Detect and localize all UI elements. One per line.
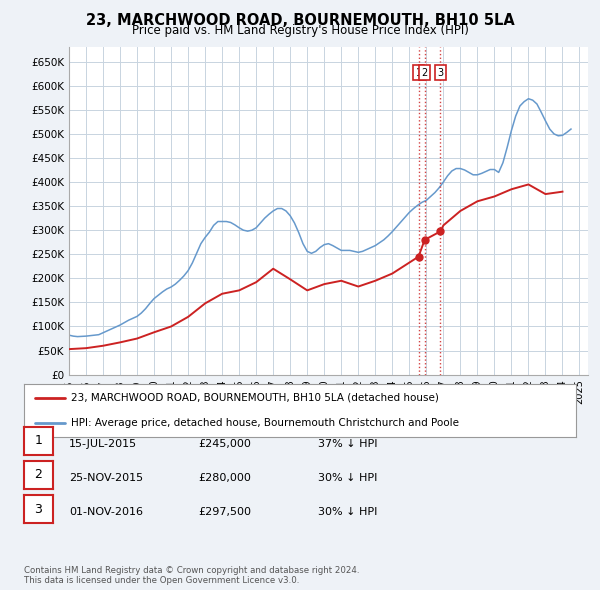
Text: £245,000: £245,000 [198, 439, 251, 448]
Text: 37% ↓ HPI: 37% ↓ HPI [318, 439, 377, 448]
Text: HPI: Average price, detached house, Bournemouth Christchurch and Poole: HPI: Average price, detached house, Bour… [71, 418, 459, 428]
Text: 3: 3 [34, 503, 43, 516]
Text: 30% ↓ HPI: 30% ↓ HPI [318, 473, 377, 483]
Text: 2: 2 [34, 468, 43, 481]
Text: Price paid vs. HM Land Registry's House Price Index (HPI): Price paid vs. HM Land Registry's House … [131, 24, 469, 37]
Text: £297,500: £297,500 [198, 507, 251, 517]
Text: 1: 1 [34, 434, 43, 447]
Text: 1: 1 [415, 68, 422, 78]
Text: 23, MARCHWOOD ROAD, BOURNEMOUTH, BH10 5LA: 23, MARCHWOOD ROAD, BOURNEMOUTH, BH10 5L… [86, 13, 514, 28]
Text: 01-NOV-2016: 01-NOV-2016 [69, 507, 143, 517]
Text: 30% ↓ HPI: 30% ↓ HPI [318, 507, 377, 517]
Text: 3: 3 [437, 68, 443, 78]
Text: 23, MARCHWOOD ROAD, BOURNEMOUTH, BH10 5LA (detached house): 23, MARCHWOOD ROAD, BOURNEMOUTH, BH10 5L… [71, 393, 439, 403]
Text: £280,000: £280,000 [198, 473, 251, 483]
Text: 25-NOV-2015: 25-NOV-2015 [69, 473, 143, 483]
Text: 2: 2 [422, 68, 428, 78]
Text: Contains HM Land Registry data © Crown copyright and database right 2024.
This d: Contains HM Land Registry data © Crown c… [24, 566, 359, 585]
Text: 15-JUL-2015: 15-JUL-2015 [69, 439, 137, 448]
